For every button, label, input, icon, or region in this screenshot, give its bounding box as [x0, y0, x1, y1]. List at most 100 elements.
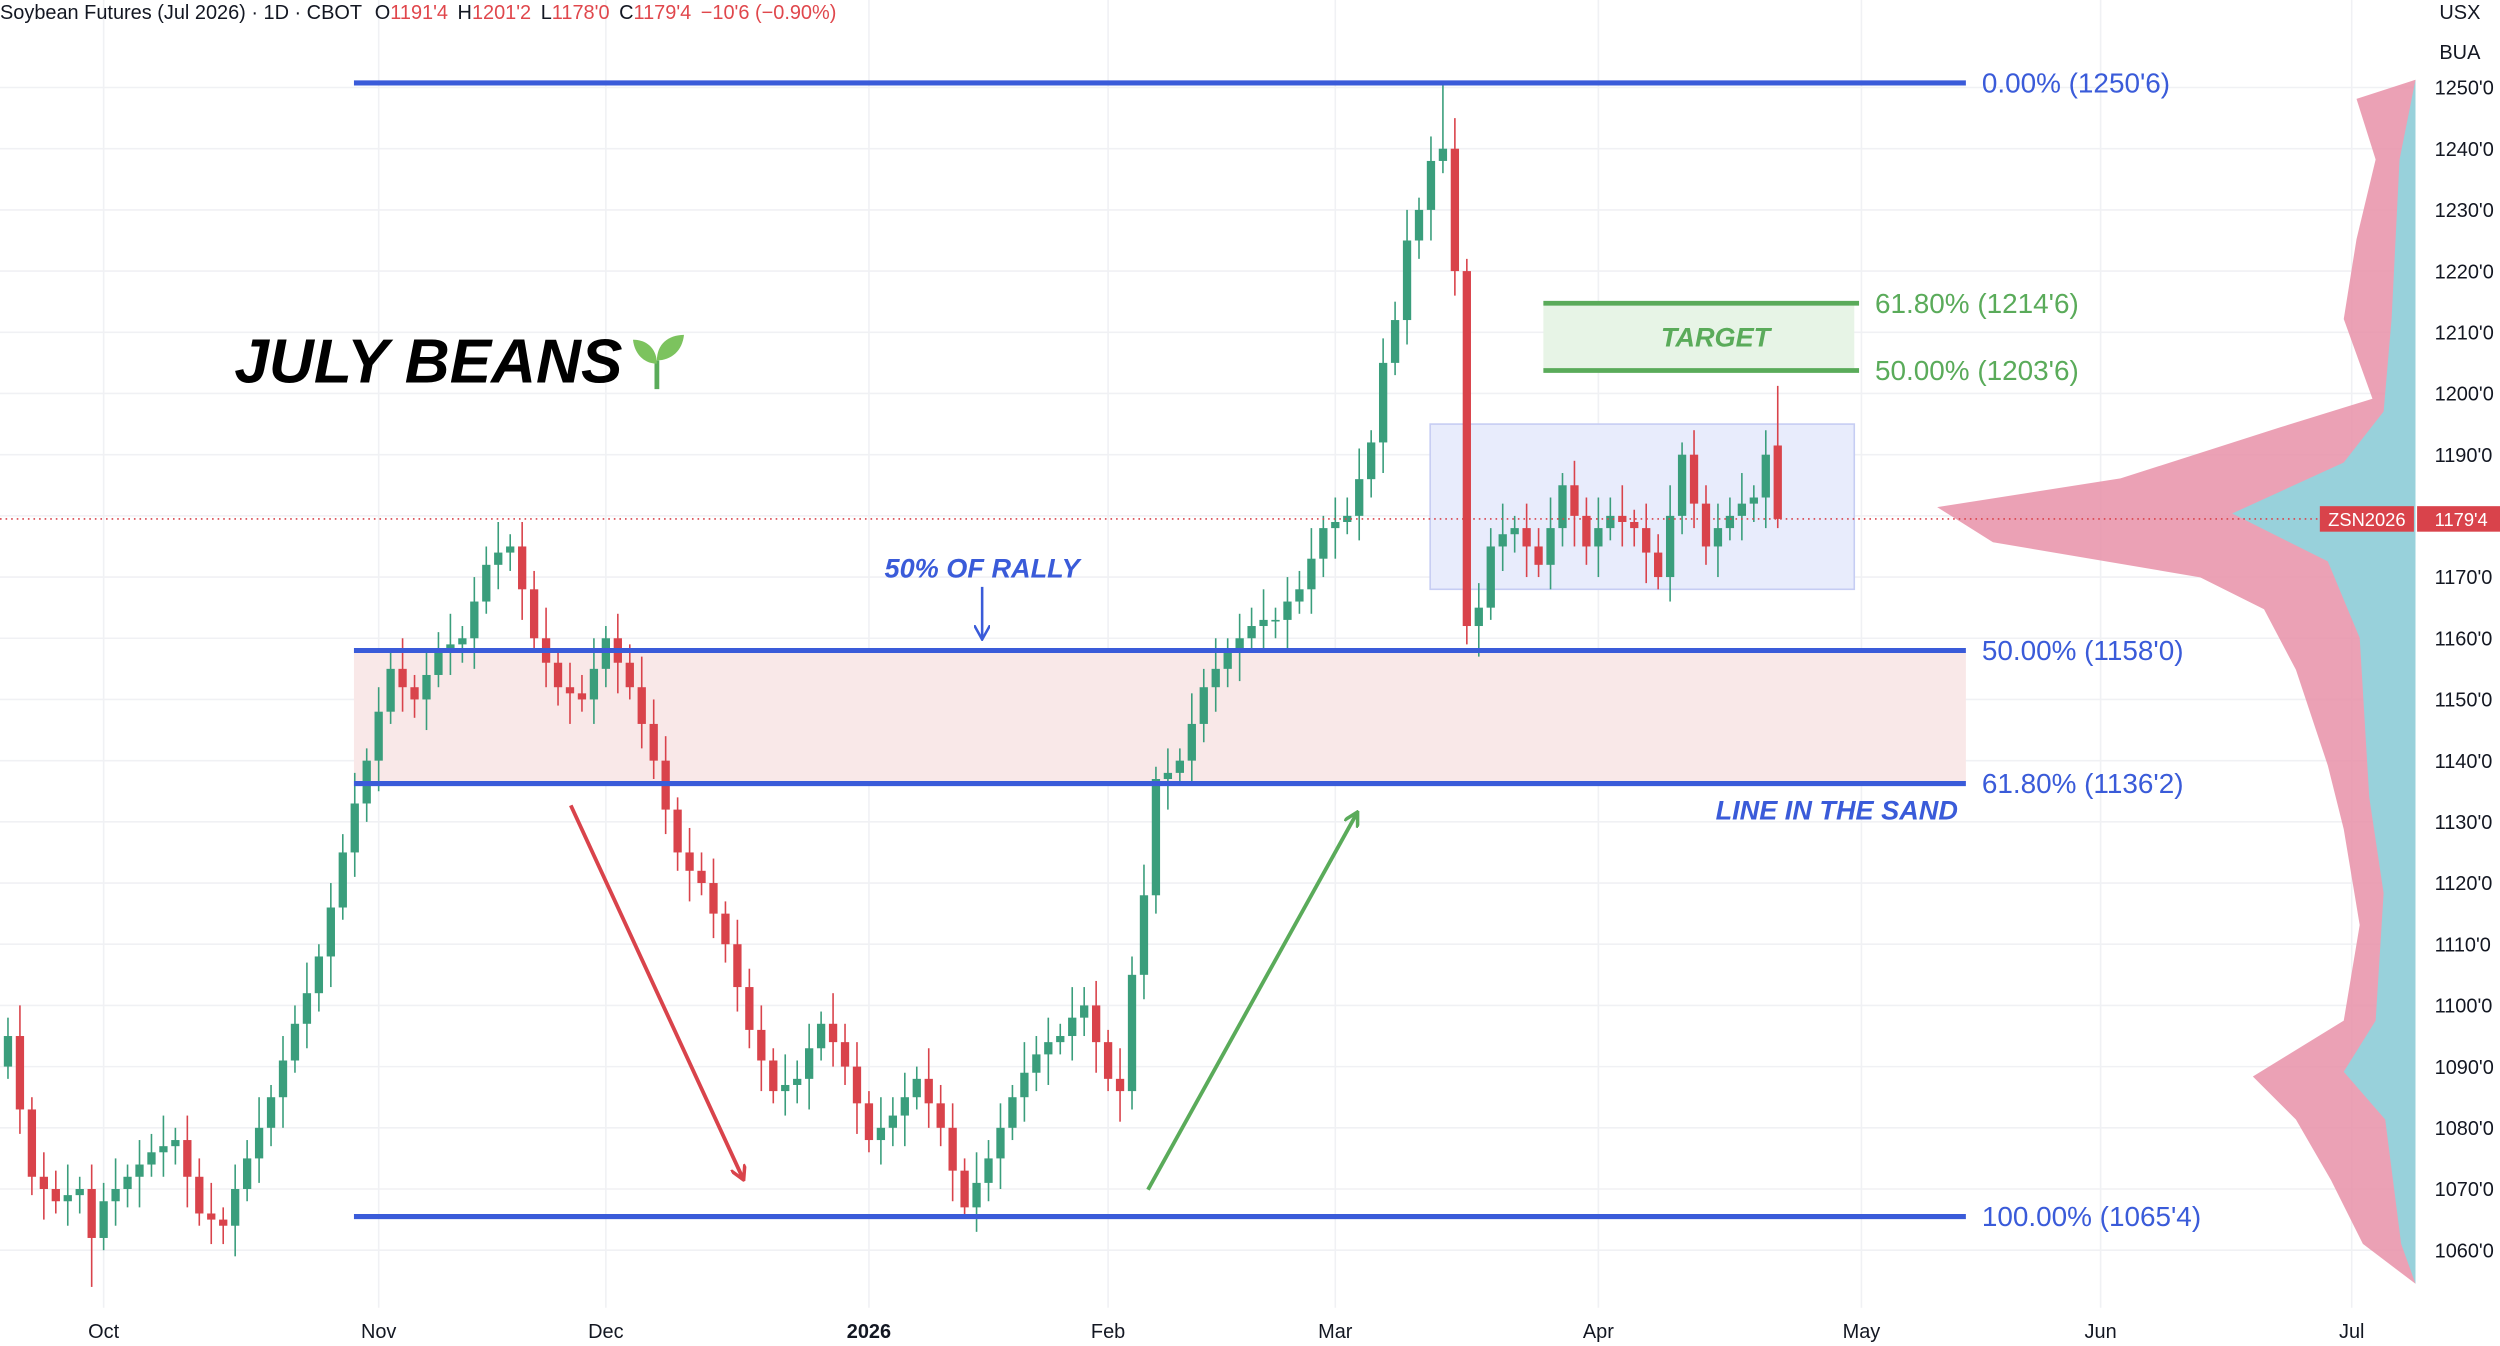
currency: USX	[2439, 2, 2480, 24]
candle-body	[876, 1127, 886, 1141]
y-tick-label: 1120'0	[2435, 873, 2493, 895]
candle-body	[75, 1189, 84, 1196]
candle-body	[1331, 521, 1340, 529]
candle-body	[231, 1189, 240, 1226]
candle-body	[721, 913, 730, 945]
fib-label: 100.00% (1065'4)	[1982, 1201, 2201, 1232]
candle-body	[1020, 1072, 1029, 1098]
candle-body	[816, 1023, 826, 1049]
candle-body	[1127, 974, 1137, 1092]
candle-body	[1594, 528, 1603, 547]
candle-body	[326, 907, 335, 957]
candle-body	[195, 1176, 204, 1214]
candle-body	[123, 1176, 132, 1190]
volume-profile	[2232, 79, 2416, 1284]
candle-body	[1414, 209, 1424, 241]
candle-body	[1474, 607, 1483, 627]
candle-body	[171, 1140, 180, 1147]
y-tick-label: 1140'0	[2435, 751, 2493, 773]
axes: 1060'0 1070'0 1080'0 1090'0 1100'0 1110'0 1120…	[88, 78, 2494, 1343]
candle-body	[1665, 515, 1675, 578]
candle-body	[888, 1115, 898, 1128]
candle-body	[1044, 1042, 1053, 1055]
candle-body	[1139, 895, 1149, 975]
rally-label: 50% OF RALLY	[885, 552, 1083, 583]
candle-body	[1534, 546, 1543, 565]
symbol: Soybean Futures (Jul 2026) · 1D · CBOT	[0, 2, 362, 24]
x-tick-label: Apr	[1583, 1321, 1614, 1343]
candle-body	[266, 1097, 276, 1128]
close-label: C	[619, 2, 633, 24]
candle-body	[207, 1213, 216, 1220]
y-tick-label: 1100'0	[2435, 996, 2493, 1018]
candle-body	[553, 662, 563, 688]
candle-body	[984, 1158, 993, 1183]
candle-body	[565, 687, 575, 694]
x-tick-label: Feb	[1091, 1321, 1125, 1343]
candle-body	[781, 1084, 790, 1092]
golden-zone	[353, 650, 1966, 784]
candle-body	[254, 1127, 264, 1159]
x-tick-label: Nov	[361, 1321, 396, 1343]
up-arrow	[1146, 813, 1357, 1191]
candle-body	[948, 1127, 957, 1171]
down-arrow	[569, 804, 743, 1178]
candle-body	[1283, 601, 1292, 620]
candle-body	[434, 650, 443, 675]
symbol-tag	[2319, 506, 2414, 532]
candle-body	[1056, 1036, 1065, 1043]
x-tick-label: Jun	[2085, 1321, 2117, 1343]
candle-body	[1618, 515, 1627, 522]
candle-body	[972, 1182, 981, 1208]
levels: 0.00% (1250'6) 50.00% (1158'0) 61.80% (113…	[0, 67, 2416, 1232]
candle-body	[1486, 546, 1495, 608]
y-tick-label: 1150'0	[2435, 690, 2493, 712]
target-zone	[1543, 303, 1855, 371]
candle-body	[386, 668, 395, 712]
target-level-label: 61.80% (1214'6)	[1875, 288, 2079, 319]
candle-body	[422, 674, 431, 700]
candle-body	[494, 552, 503, 565]
candle-body	[912, 1078, 921, 1098]
candle-body	[1677, 454, 1687, 516]
x-tick-label: Mar	[1318, 1321, 1353, 1343]
candle-body	[769, 1060, 778, 1092]
candle-body	[1295, 589, 1304, 602]
candle-body	[996, 1127, 1005, 1159]
candle-body	[39, 1176, 48, 1190]
y-tick-label: 1220'0	[2435, 261, 2494, 283]
candle-body	[697, 870, 706, 884]
candle-body	[1080, 1005, 1089, 1018]
y-tick-label: 1230'0	[2435, 200, 2494, 222]
candle-body	[1008, 1097, 1017, 1128]
candle-body	[1570, 485, 1579, 516]
candle-body	[1510, 528, 1519, 535]
sand-label: LINE IN THE SAND	[1716, 795, 1958, 826]
candle-body	[1761, 454, 1770, 498]
candle-body	[1654, 552, 1663, 578]
x-tick-label: Oct	[88, 1321, 119, 1343]
close-value: 1179'4	[633, 2, 691, 24]
candle-body	[506, 546, 515, 553]
candles	[3, 82, 1782, 1287]
y-tick-label: 1200'0	[2435, 384, 2494, 406]
y-tick-label: 1090'0	[2435, 1057, 2494, 1079]
candle-body	[1235, 638, 1244, 651]
candle-body	[1211, 668, 1220, 688]
high-label: H	[458, 2, 472, 24]
y-tick-label: 1210'0	[2435, 322, 2494, 344]
candle-body	[1582, 515, 1591, 547]
candle-body	[1271, 619, 1280, 622]
candle-body	[1319, 528, 1328, 559]
candle-body	[1402, 240, 1412, 321]
candle-body	[828, 1023, 838, 1043]
candle-body	[242, 1158, 252, 1190]
price-tag	[2417, 506, 2500, 532]
candle-body	[338, 852, 347, 908]
candle-body	[1498, 534, 1507, 547]
candle-body	[840, 1042, 850, 1067]
y-tick-label: 1080'0	[2435, 1118, 2494, 1140]
range-box	[1429, 423, 1856, 591]
candle-body	[1522, 528, 1531, 547]
y-tick-label: 1240'0	[2435, 139, 2494, 161]
